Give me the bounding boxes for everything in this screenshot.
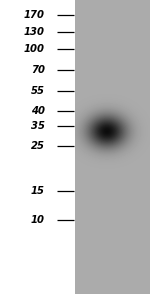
Text: 35: 35 xyxy=(31,121,45,131)
Text: 25: 25 xyxy=(31,141,45,151)
Text: 170: 170 xyxy=(24,10,45,20)
Text: 15: 15 xyxy=(31,186,45,196)
Text: 40: 40 xyxy=(31,106,45,116)
Text: 70: 70 xyxy=(31,65,45,75)
Text: 100: 100 xyxy=(24,44,45,54)
Text: 130: 130 xyxy=(24,27,45,37)
Text: 10: 10 xyxy=(31,215,45,225)
Text: 55: 55 xyxy=(31,86,45,96)
